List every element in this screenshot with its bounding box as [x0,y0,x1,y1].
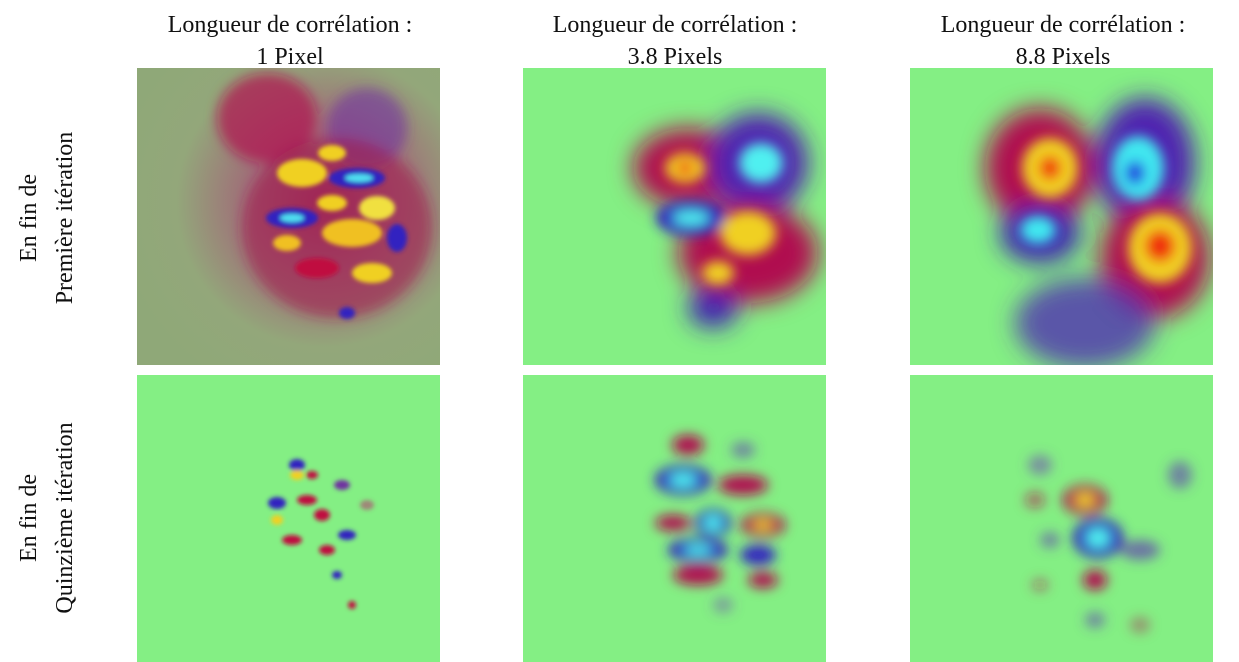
column-subtitle: 1 Pixel [256,44,324,70]
image-panel [910,375,1213,662]
row-label: En fin de [16,174,42,262]
column-title: Longueur de corrélation : [941,12,1186,38]
column-title: Longueur de corrélation : [553,12,798,38]
column-subtitle: 3.8 Pixels [628,44,723,70]
image-panel [137,68,440,365]
image-panel [523,68,826,365]
row-label: Première itération [52,132,78,305]
column-title: Longueur de corrélation : [168,12,413,38]
image-panel [137,375,440,662]
row-label: Quinzième itération [52,422,78,613]
row-label: En fin de [16,474,42,562]
image-panel [523,375,826,662]
column-subtitle: 8.8 Pixels [1016,44,1111,70]
image-panel [910,68,1213,365]
